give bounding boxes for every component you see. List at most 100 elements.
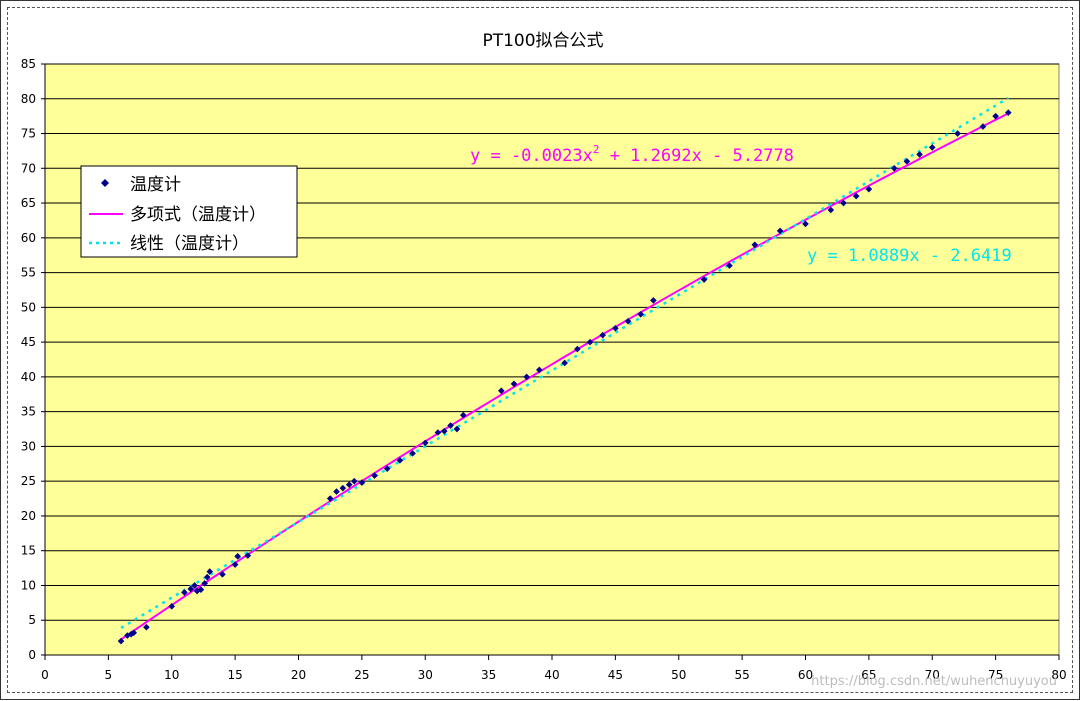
data-point <box>536 366 543 374</box>
y-tick-label: 5 <box>28 613 36 627</box>
data-point <box>498 387 505 395</box>
data-point <box>421 439 429 447</box>
polynomial-trendline <box>120 112 1009 641</box>
data-point <box>624 317 632 325</box>
data-point <box>143 623 150 631</box>
data-point <box>231 561 239 568</box>
data-point <box>168 603 176 610</box>
data-point <box>865 185 873 193</box>
data-point <box>637 311 645 318</box>
data-point <box>612 324 619 332</box>
data-point <box>181 589 188 596</box>
data-point <box>117 637 125 645</box>
data-point <box>992 112 999 120</box>
data-point <box>440 427 448 435</box>
data-point <box>802 220 809 228</box>
data-point <box>852 192 860 200</box>
chart-title: PT100拟合公式 <box>482 31 603 51</box>
data-point <box>191 582 198 589</box>
data-point <box>358 479 366 486</box>
y-tick-label: 60 <box>21 231 36 245</box>
x-tick-label: 35 <box>481 668 496 682</box>
y-tick-label: 0 <box>28 648 36 662</box>
data-point <box>751 241 759 249</box>
data-point <box>586 338 594 346</box>
x-tick-label: 15 <box>227 668 242 682</box>
y-tick-label: 55 <box>21 266 36 280</box>
data-point <box>453 425 461 433</box>
data-point <box>954 130 961 137</box>
y-tick-label: 30 <box>21 439 36 453</box>
polynomial-equation: y = -0.0023x2 + 1.2692x - 5.2778 <box>470 143 794 166</box>
data-point <box>187 585 195 593</box>
legend-label-polynomial: 多项式（温度计） <box>130 205 266 225</box>
x-tick-label: 25 <box>354 668 369 682</box>
y-tick-label: 45 <box>21 335 36 349</box>
x-tick-label: 30 <box>418 668 433 682</box>
x-tick-label: 75 <box>988 668 1003 682</box>
data-point <box>510 380 518 388</box>
legend-marker-scatter <box>101 179 109 187</box>
data-point <box>776 227 784 235</box>
linear-equation: y = 1.0889x - 2.6419 <box>807 246 1012 266</box>
data-point <box>203 573 211 581</box>
data-point <box>383 465 391 472</box>
y-tick-label: 80 <box>21 92 36 106</box>
data-point <box>244 552 252 559</box>
y-tick-label: 35 <box>21 405 36 419</box>
legend-label-scatter: 温度计 <box>130 175 181 195</box>
y-tick-label: 75 <box>21 127 36 141</box>
watermark-text: https://blog.csdn.net/wuhenchuyuyou <box>811 674 1057 689</box>
data-point <box>903 158 911 165</box>
data-point <box>396 457 404 464</box>
x-tick-label: 10 <box>164 668 179 682</box>
data-point <box>726 262 733 269</box>
x-tick-label: 50 <box>671 668 686 682</box>
data-point <box>371 472 378 479</box>
data-point <box>219 571 226 578</box>
y-tick-label: 20 <box>21 509 36 523</box>
data-point <box>840 199 847 207</box>
x-tick-label: 0 <box>41 668 49 682</box>
data-point <box>193 587 201 595</box>
data-point <box>1005 109 1012 116</box>
chart-inner-border <box>7 7 1073 693</box>
data-point <box>447 422 454 429</box>
data-point <box>979 123 987 130</box>
data-point <box>326 495 334 502</box>
data-point <box>700 276 708 283</box>
data-point <box>561 359 568 367</box>
y-tick-label: 25 <box>21 474 36 488</box>
data-point <box>574 345 581 353</box>
data-point <box>130 629 138 637</box>
data-point <box>890 164 898 172</box>
data-point <box>434 429 442 436</box>
y-tick-label: 70 <box>21 161 36 175</box>
data-point <box>928 144 936 151</box>
x-tick-label: 45 <box>608 668 623 682</box>
data-point <box>345 481 353 488</box>
data-point <box>201 580 209 587</box>
data-point <box>409 450 416 457</box>
y-tick-label: 10 <box>21 578 36 592</box>
y-tick-label: 15 <box>21 544 36 558</box>
x-tick-label: 60 <box>798 668 813 682</box>
y-tick-label: 85 <box>21 57 36 71</box>
data-point <box>650 297 657 304</box>
data-point <box>339 484 347 492</box>
data-point <box>599 331 606 339</box>
y-tick-label: 40 <box>21 370 36 384</box>
polynomial-equation-superscript: 2 <box>593 143 600 156</box>
data-point <box>916 151 923 158</box>
data-point <box>206 568 214 575</box>
x-tick-label: 55 <box>734 668 749 682</box>
data-point <box>333 488 340 495</box>
polynomial-equation-suffix: + 1.2692x - 5.2778 <box>599 146 793 166</box>
data-point <box>523 373 530 381</box>
y-tick-label: 65 <box>21 196 36 210</box>
y-tick-label: 50 <box>21 300 36 314</box>
polynomial-equation-main: y = -0.0023x <box>470 146 593 166</box>
